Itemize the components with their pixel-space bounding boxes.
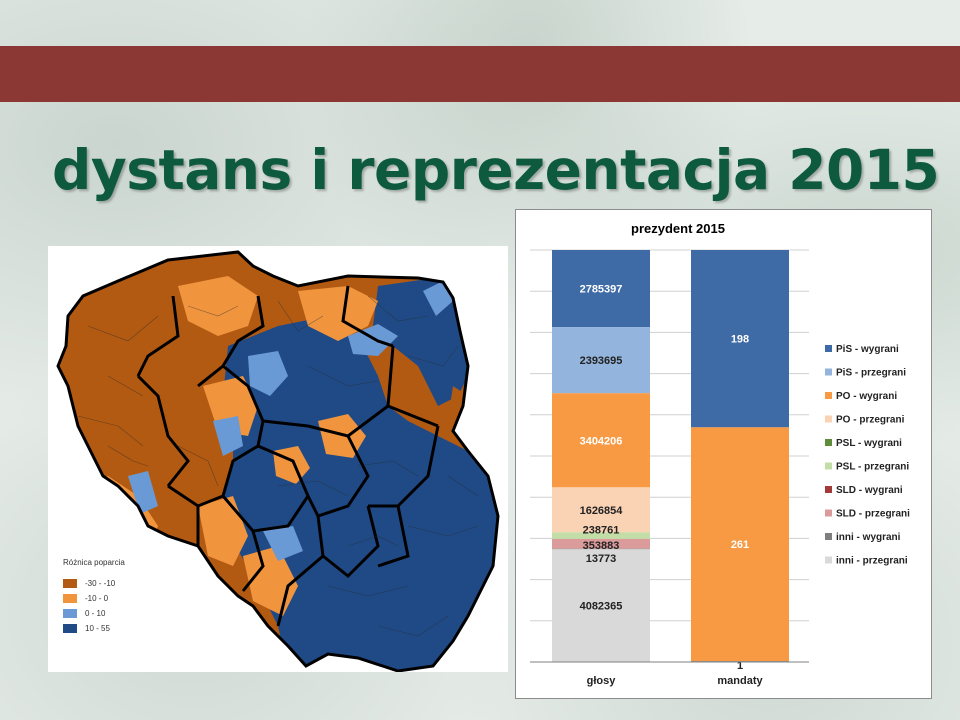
legend-label: PSL - wygrani	[836, 438, 902, 449]
map-legend-item: 10 - 55	[63, 622, 125, 635]
legend-item: SLD - przegrani	[825, 509, 910, 520]
poland-map-panel: Różnica poparcia -30 - -10 -10 - 0 0 - 1…	[48, 246, 508, 672]
map-legend-label: -10 - 0	[85, 594, 109, 603]
bar-segment	[552, 250, 650, 328]
data-label: 2393695	[580, 355, 623, 367]
data-label: 13773	[586, 553, 617, 565]
bar-segment	[552, 532, 650, 539]
map-legend-item: 0 - 10	[63, 607, 125, 620]
legend-swatch	[825, 462, 832, 470]
legend-label: PO - wygrani	[836, 391, 897, 402]
region-light-blue-1	[248, 351, 288, 396]
legend-label: PO - przegrani	[836, 415, 905, 426]
map-legend-label: 10 - 55	[85, 624, 110, 633]
data-label: 1	[737, 660, 743, 672]
county-borders	[77, 295, 479, 637]
data-labels: 2785397 198 2393695 3404206 261 1626854 238761…	[580, 284, 750, 673]
legend-swatch	[825, 533, 832, 540]
data-label: 4082365	[580, 601, 623, 613]
x-tick-label: mandaty	[717, 675, 763, 687]
legend-item: PO - przegrani	[825, 415, 905, 426]
region-opole-orange	[198, 496, 248, 566]
bar-segment	[552, 393, 650, 488]
legend-item: SLD - wygrani	[825, 485, 903, 496]
legend-label: inni - wygrani	[836, 532, 901, 543]
data-label: 2785397	[580, 284, 623, 296]
legend-item: PSL - przegrani	[825, 462, 909, 473]
region-light-blue-4	[263, 526, 303, 561]
data-label: 3404206	[580, 435, 623, 447]
legend-label: PiS - wygrani	[836, 344, 899, 355]
map-legend-label: 0 - 10	[85, 609, 106, 618]
legend-label: PiS - przegrani	[836, 368, 906, 379]
x-tick-label: głosy	[587, 675, 617, 687]
slide-title: dystans i reprezentacja 2015	[52, 138, 940, 202]
legend-item: inni - wygrani	[825, 532, 901, 543]
region-warmia-orange	[298, 286, 378, 341]
map-legend: Różnica poparcia -30 - -10 -10 - 0 0 - 1…	[63, 558, 125, 637]
data-label: 261	[731, 539, 749, 551]
bar-segment	[552, 487, 650, 533]
country-border	[56, 250, 500, 672]
region-light-blue-2	[213, 416, 243, 456]
region-light-blue-6	[423, 281, 453, 316]
map-legend-title: Różnica poparcia	[63, 558, 125, 567]
bar-segment	[552, 327, 650, 394]
legend-item: PO - wygrani	[825, 391, 897, 402]
legend-swatch	[63, 579, 77, 588]
legend-swatch	[63, 609, 77, 618]
poland-map	[56, 250, 500, 672]
legend-swatch	[825, 486, 832, 493]
legend-swatch	[63, 594, 77, 603]
region-light-blue-3	[128, 471, 158, 514]
legend-item: PiS - przegrani	[825, 368, 906, 379]
bars	[552, 250, 789, 662]
legend-swatch	[825, 368, 832, 376]
legend-label: SLD - wygrani	[836, 485, 903, 496]
bar-segment	[552, 549, 650, 662]
legend-swatch	[825, 345, 832, 352]
legend-swatch	[63, 624, 77, 633]
map-legend-item: -30 - -10	[63, 577, 125, 590]
stacked-bar-chart: prezydent 2015 2785397198239369534042062…	[530, 221, 910, 687]
legend-swatch	[825, 415, 832, 423]
map-legend-label: -30 - -10	[85, 579, 116, 588]
data-label: 238761	[583, 525, 620, 537]
legend-swatch	[825, 392, 832, 399]
region-pomerania-orange	[178, 276, 258, 336]
voivodeship-borders	[136, 285, 440, 627]
map-legend-item: -10 - 0	[63, 592, 125, 605]
chart-panel: prezydent 2015 2785397 198 2393695 3404206 2…	[515, 209, 932, 699]
chart-title: prezydent 2015	[631, 221, 725, 236]
chart-legend: PiS - wygrani PiS - przegrani PO - wygrani…	[825, 344, 910, 567]
data-label: 353883	[583, 540, 620, 552]
legend-label: PSL - przegrani	[836, 462, 909, 473]
bar-segment	[691, 250, 789, 428]
legend-swatch	[825, 509, 832, 517]
legend-label: inni - przegrani	[836, 556, 908, 567]
legend-swatch	[825, 556, 832, 564]
data-label: 1626854	[580, 505, 624, 517]
region-northeast-navy	[373, 276, 478, 406]
legend-item: PSL - wygrani	[825, 438, 902, 449]
header-banner	[0, 46, 960, 102]
x-axis: głosy mandaty	[530, 661, 809, 687]
data-label: 198	[731, 334, 749, 346]
bar-segment	[552, 538, 650, 549]
legend-label: SLD - przegrani	[836, 509, 910, 520]
legend-swatch	[825, 439, 832, 446]
legend-item: PiS - wygrani	[825, 344, 899, 355]
legend-item: inni - przegrani	[825, 556, 908, 567]
bar-segment	[691, 427, 789, 662]
